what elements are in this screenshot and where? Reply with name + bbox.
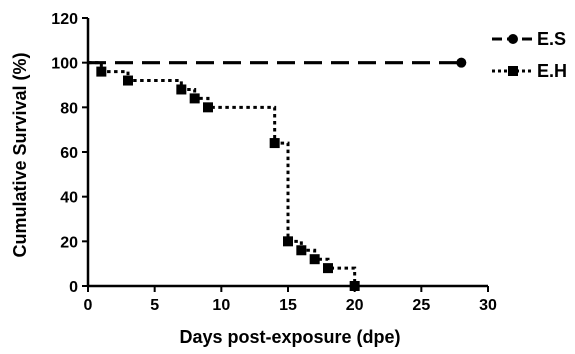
legend-label-es: E.S bbox=[537, 29, 566, 49]
x-tick-label: 5 bbox=[150, 297, 159, 314]
y-tick-label: 0 bbox=[69, 279, 78, 296]
data-point-eh bbox=[309, 254, 320, 265]
y-tick-label: 100 bbox=[51, 56, 78, 73]
data-point-eh bbox=[123, 75, 133, 86]
data-point-eh bbox=[296, 245, 307, 256]
data-point-eh bbox=[96, 66, 107, 77]
x-tick-label: 20 bbox=[346, 297, 364, 314]
legend-marker-es bbox=[508, 34, 518, 44]
y-tick-label: 60 bbox=[60, 145, 78, 162]
x-tick-label: 15 bbox=[279, 297, 297, 314]
legend-label-eh: E.H bbox=[537, 61, 567, 81]
y-tick-label: 80 bbox=[60, 100, 78, 117]
x-tick-label: 0 bbox=[84, 297, 93, 314]
legend: E.S E.H bbox=[492, 29, 567, 81]
x-tick-label: 25 bbox=[412, 297, 430, 314]
series-line-eh bbox=[88, 61, 357, 286]
x-axis-title: Days post-exposure (dpe) bbox=[179, 327, 400, 347]
y-tick-label: 40 bbox=[60, 190, 78, 207]
y-tick-label: 20 bbox=[60, 234, 78, 251]
data-point-eh bbox=[283, 236, 293, 247]
x-tick-label: 10 bbox=[212, 297, 230, 314]
series-layer bbox=[88, 57, 467, 291]
data-point-eh bbox=[203, 102, 213, 113]
data-point-eh bbox=[349, 281, 360, 291]
x-tick-label: 30 bbox=[479, 297, 497, 314]
y-axis-title: Cumulative Survival (%) bbox=[10, 52, 30, 257]
data-point-eh bbox=[323, 263, 333, 274]
data-point-eh bbox=[269, 138, 280, 149]
legend-marker-eh bbox=[508, 66, 518, 76]
ticks: 0 20 40 60 80 100 120 0 5 10 15 20 25 30 bbox=[51, 11, 497, 314]
data-point-eh bbox=[189, 93, 200, 104]
data-point-eh bbox=[176, 84, 187, 95]
y-tick-label: 120 bbox=[51, 11, 78, 28]
data-point-es bbox=[456, 57, 467, 68]
